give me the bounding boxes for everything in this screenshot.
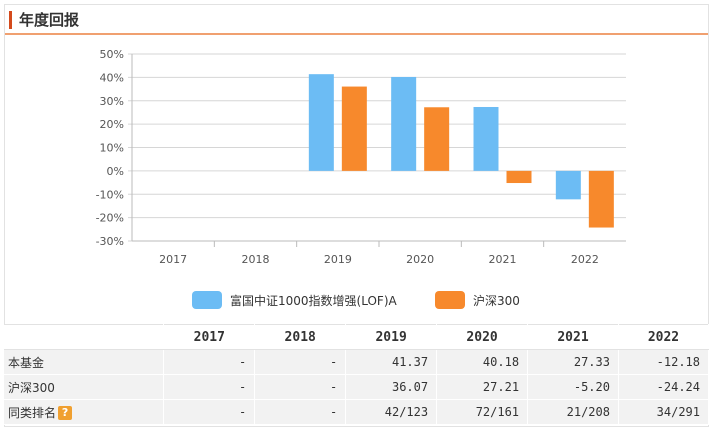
- legend-label-hs300: 沪深300: [473, 294, 520, 308]
- bar-chart: 50% 40% 30% 20% 10% 0% -10% -20% -30% 2017 2018 201…: [96, 48, 626, 309]
- table-header-cell: 2018: [254, 324, 347, 350]
- row-label: 同类排名?: [4, 399, 165, 425]
- bar-hs300-2020: [424, 107, 450, 171]
- table-cell: 40.18: [436, 349, 529, 375]
- table-cell: 42/123: [345, 399, 438, 425]
- y-tick-label: -10%: [96, 188, 124, 201]
- bar-hs300-2022: [588, 170, 614, 228]
- table-cell: -5.20: [527, 374, 619, 400]
- table-header-row: 2017 2018 2019 2020 2021 2022: [4, 324, 710, 350]
- table-header-cell: 2022: [618, 324, 710, 350]
- x-tick-label: 2022: [571, 253, 599, 266]
- table-cell: 27.21: [436, 374, 529, 400]
- table-cell: 21/208: [527, 399, 619, 425]
- bar-fund-2020: [391, 76, 417, 171]
- table-cell: -12.18: [618, 349, 710, 375]
- legend-swatch-hs300: [435, 291, 465, 309]
- legend-label-fund: 富国中证1000指数增强(LOF)A: [230, 293, 398, 308]
- table-cell: -: [254, 399, 347, 425]
- table-row-fund: 本基金 - - 41.37 40.18 27.33 -12.18: [4, 349, 710, 375]
- row-label: 沪深300: [4, 374, 165, 400]
- table-cell: 36.07: [345, 374, 438, 400]
- table-cell: -: [254, 349, 347, 375]
- bar-fund-2021: [473, 106, 499, 171]
- table-cell: -: [163, 374, 256, 400]
- y-tick-label: 50%: [100, 48, 124, 61]
- question-icon[interactable]: ?: [58, 406, 73, 420]
- table-header-cell: 2017: [163, 324, 256, 350]
- rank-label-text: 同类排名: [8, 405, 57, 420]
- x-tick-label: 2020: [406, 253, 434, 266]
- bar-hs300-2021: [506, 170, 532, 184]
- y-tick-label: 10%: [100, 142, 124, 155]
- bar-fund-2022: [555, 170, 581, 200]
- y-tick-label: -30%: [96, 235, 124, 248]
- panel-title: 年度回报: [19, 11, 80, 29]
- y-tick-label: -20%: [96, 212, 124, 225]
- table-cell: -: [163, 399, 256, 425]
- table-header-cell: [4, 324, 165, 350]
- y-tick-label: 30%: [100, 95, 124, 108]
- row-label: 本基金: [4, 349, 165, 375]
- table-row-rank: 同类排名? - - 42/123 72/161 21/208 34/291: [4, 399, 710, 425]
- y-tick-label: 20%: [100, 118, 124, 131]
- table-cell: -24.24: [618, 374, 710, 400]
- table-cell: -: [163, 349, 256, 375]
- table-header-cell: 2021: [527, 324, 619, 350]
- x-tick-label: 2019: [324, 253, 352, 266]
- table-cell: 72/161: [436, 399, 529, 425]
- annual-return-table: 2017 2018 2019 2020 2021 2022 本基金 - - 41…: [4, 324, 710, 425]
- table-cell: -: [254, 374, 347, 400]
- x-tick-label: 2021: [489, 253, 517, 266]
- bar-hs300-2019: [341, 86, 367, 171]
- table-cell: 34/291: [618, 399, 710, 425]
- table-header-cell: 2019: [345, 324, 438, 350]
- table-cell: 41.37: [345, 349, 438, 375]
- table-header-cell: 2020: [436, 324, 529, 350]
- y-tick-label: 0%: [107, 165, 124, 178]
- table-row-hs300: 沪深300 - - 36.07 27.21 -5.20 -24.24: [4, 374, 710, 400]
- panel-header: 年度回报: [5, 5, 708, 35]
- x-tick-label: 2017: [159, 253, 187, 266]
- header-accent-bar: [9, 11, 12, 29]
- bar-fund-2019: [308, 74, 334, 171]
- x-tick-label: 2018: [242, 253, 270, 266]
- table-cell: 27.33: [527, 349, 619, 375]
- y-tick-label: 40%: [100, 71, 124, 84]
- legend-swatch-fund: [192, 291, 222, 309]
